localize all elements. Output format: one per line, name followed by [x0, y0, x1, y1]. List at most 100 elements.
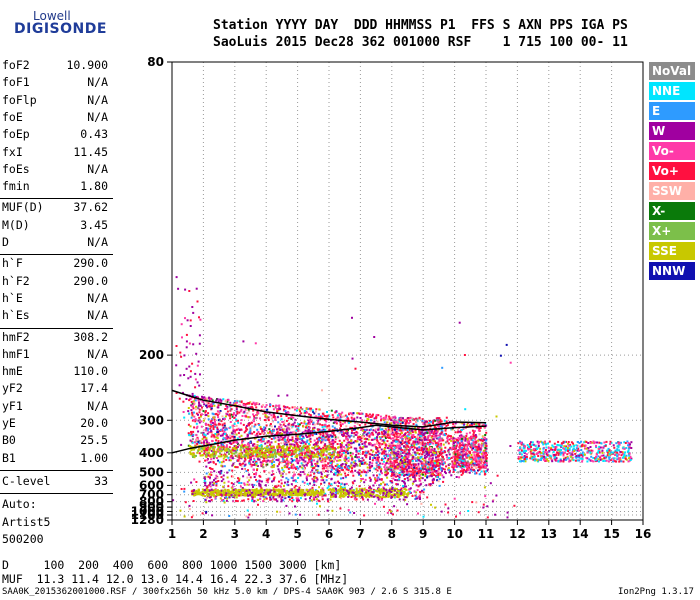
echo-point: [248, 473, 251, 476]
echo-point: [211, 433, 214, 436]
echo-point: [461, 465, 464, 468]
echo-point: [468, 440, 470, 443]
echo-point: [324, 458, 327, 461]
echo-point: [207, 412, 210, 415]
echo-point: [208, 442, 211, 445]
echo-point: [419, 441, 422, 444]
echo-point: [262, 452, 265, 455]
param-key: h`F2: [2, 273, 30, 288]
echo-point: [283, 431, 286, 434]
echo-point: [250, 465, 253, 468]
echo-point: [405, 439, 408, 442]
echo-point: [256, 465, 259, 467]
echo-point: [440, 420, 443, 423]
echo-point: [211, 421, 214, 424]
echo-point: [484, 466, 487, 468]
echo-point: [361, 447, 364, 450]
echo-point: [325, 420, 328, 423]
echo-point: [462, 454, 465, 457]
echo-point: [296, 437, 299, 440]
echo-point: [525, 453, 528, 456]
echo-point: [211, 402, 214, 405]
echo-point: [205, 437, 208, 440]
echo-point: [438, 422, 441, 425]
echo-point: [442, 458, 445, 461]
echo-point: [202, 434, 205, 437]
echo-point: [246, 443, 249, 446]
param-d: D N/A: [2, 235, 108, 252]
echo-point: [254, 417, 257, 420]
echo-point: [319, 429, 322, 432]
echo-point: [536, 440, 539, 443]
echo-point: [237, 432, 240, 435]
panel-divider: [0, 327, 113, 329]
echo-point: [307, 425, 310, 428]
echo-point: [303, 464, 306, 467]
echo-point: [210, 445, 212, 448]
echo-point: [302, 437, 305, 439]
echo-point: [456, 444, 459, 446]
echo-point: [403, 420, 406, 423]
echo-point: [392, 469, 395, 472]
echo-point: [315, 476, 318, 479]
echo-point: [285, 477, 288, 480]
echo-point: [617, 458, 620, 461]
echo-point: [620, 460, 623, 463]
echo-point: [313, 412, 316, 415]
echo-point: [200, 415, 202, 418]
echo-point: [422, 473, 424, 476]
echo-point: [272, 437, 275, 440]
echo-point: [365, 413, 368, 416]
echo-point: [246, 483, 249, 486]
echo-point: [422, 433, 425, 436]
echo-point: [455, 449, 458, 452]
param-value: N/A: [87, 92, 108, 107]
param-value: 25.5: [80, 433, 108, 448]
echo-point: [428, 439, 431, 442]
echo-point: [340, 415, 342, 418]
echo-point: [255, 460, 258, 463]
echo-point: [278, 422, 281, 425]
echo-point: [344, 454, 347, 457]
echo-point: [210, 421, 213, 424]
echo-point: [292, 440, 295, 443]
auto-line1: Auto:: [2, 497, 37, 512]
echo-point: [414, 470, 417, 473]
echo-point: [598, 441, 601, 444]
echo-point: [331, 429, 334, 432]
echo-point: [359, 460, 362, 463]
echo-point: [404, 428, 407, 431]
echo-point: [551, 444, 554, 447]
echo-point: [384, 418, 387, 421]
param-hme: hmE 110.0: [2, 364, 108, 381]
echo-point: [417, 472, 420, 475]
echo-point: [313, 467, 316, 470]
echo-point: [280, 418, 283, 421]
echo-point: [191, 414, 194, 417]
echo-point: [198, 401, 200, 404]
echo-point: [469, 452, 472, 455]
echo-point: [377, 441, 380, 444]
param-value: 10.900: [66, 58, 108, 72]
echo-point: [441, 458, 444, 461]
echo-point: [424, 475, 427, 477]
echo-point: [576, 449, 579, 452]
echo-point: [390, 461, 393, 464]
echo-point: [471, 447, 474, 450]
echo-point: [221, 465, 224, 468]
echo-point: [202, 410, 205, 413]
echo-point: [396, 444, 399, 447]
echo-point: [216, 398, 219, 401]
echo-point: [452, 467, 455, 470]
echo-point: [369, 453, 372, 456]
echo-point: [384, 496, 387, 499]
echo-point: [409, 466, 412, 469]
echo-point: [359, 438, 362, 441]
echo-point: [436, 445, 439, 448]
echo-point: [574, 452, 577, 455]
echo-point: [471, 436, 474, 439]
echo-point: [362, 446, 365, 449]
echo-point: [250, 425, 253, 428]
echo-point: [431, 435, 434, 438]
echo-point: [383, 416, 386, 419]
